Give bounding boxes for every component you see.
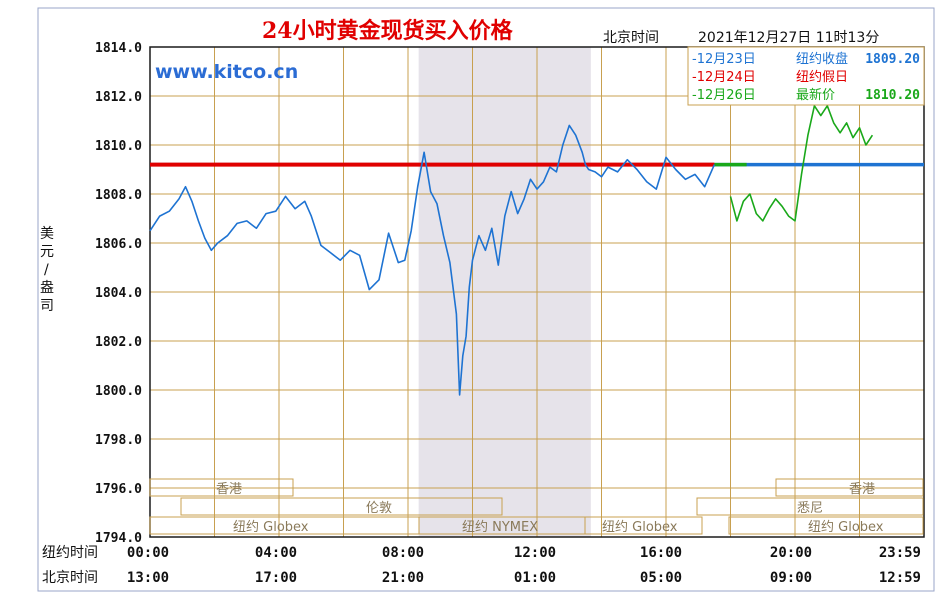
y-tick-label: 1802.0 <box>95 335 142 350</box>
session-box-hk-left <box>149 478 294 497</box>
x-axis-row2-label: 北京时间 <box>42 570 98 586</box>
legend-date: -12月26日 <box>692 88 756 103</box>
legend-value: 1809.20 <box>865 52 920 67</box>
legend: -12月23日 纽约收盘 1809.20 -12月24日 纽约假日 -12月26日 最新价 1… <box>692 51 920 103</box>
x-tick-ny: 23:59 <box>879 545 921 561</box>
session-label-ny-globex-left: 纽约 Globex <box>233 520 309 535</box>
y-axis-label-char: 司 <box>40 298 54 314</box>
y-tick-label: 1794.0 <box>95 531 142 546</box>
y-axis-label-char: 美 <box>40 226 54 242</box>
x-tick-ny: 00:00 <box>127 545 169 561</box>
session-box-london <box>180 497 503 516</box>
y-tick-label: 1808.0 <box>95 188 142 203</box>
session-label-hk-right: 香港 <box>849 482 875 497</box>
series-line <box>729 105 874 222</box>
legend-box <box>687 46 925 106</box>
x-axis-row1-label: 纽约时间 <box>42 545 98 561</box>
y-axis-label-char: / <box>44 262 49 278</box>
x-tick-bj: 13:00 <box>127 570 169 586</box>
chart-title: 24小时黄金现货买入价格 <box>262 18 514 44</box>
session-label-ny-globex-right: 纽约 Globex <box>808 520 884 535</box>
y-tick-label: 1796.0 <box>95 482 142 497</box>
session-label-ny-nymex: 纽约 NYMEX <box>462 520 538 535</box>
session-box-hk-right <box>775 478 924 497</box>
legend-date: -12月23日 <box>692 52 756 67</box>
legend-label: 最新价 <box>796 87 835 103</box>
session-label-sydney: 悉尼 <box>797 501 823 516</box>
x-tick-bj: 12:59 <box>879 570 921 586</box>
x-tick-bj: 21:00 <box>382 570 424 586</box>
series-line <box>149 124 716 396</box>
session-label-london: 伦敦 <box>366 500 392 516</box>
legend-value: 1810.20 <box>865 88 920 103</box>
x-tick-ny: 12:00 <box>514 545 556 561</box>
x-tick-labels: 00:00 04:00 08:00 12:00 16:00 20:00 23:59 13:00… <box>127 545 921 586</box>
y-axis-label-char: 盎 <box>40 280 54 296</box>
y-tick-label: 1810.0 <box>95 139 142 154</box>
session-labels: 香港 伦敦 纽约 Globex 纽约 NYMEX 纽约 Globex 香港 悉尼… <box>216 482 884 535</box>
watermark-url: www.kitco.cn <box>155 61 298 83</box>
x-tick-ny: 16:00 <box>640 545 682 561</box>
legend-date: -12月24日 <box>692 70 756 85</box>
session-label-hk-left: 香港 <box>216 482 242 497</box>
session-box-ny-globex-right <box>728 516 924 535</box>
session-box-ny-globex-mid <box>584 516 703 535</box>
beijing-time-label: 北京时间 <box>603 30 659 46</box>
x-tick-bj: 09:00 <box>770 570 812 586</box>
y-tick-label: 1804.0 <box>95 286 142 301</box>
session-boxes <box>149 478 924 535</box>
y-axis-label-char: 元 <box>40 244 54 260</box>
x-tick-bj: 17:00 <box>255 570 297 586</box>
y-tick-labels: 1814.0 1812.0 1810.0 1808.0 1806.0 1804.0 1802… <box>95 41 142 546</box>
x-tick-bj: 05:00 <box>640 570 682 586</box>
y-tick-label: 1798.0 <box>95 433 142 448</box>
x-tick-ny: 04:00 <box>255 545 297 561</box>
x-tick-ny: 08:00 <box>382 545 424 561</box>
datetime-stamp: 2021年12月27日 11时13分 <box>698 30 879 46</box>
legend-label: 纽约收盘 <box>796 51 848 67</box>
y-tick-label: 1806.0 <box>95 237 142 252</box>
y-axis-label: 美 元 / 盎 司 <box>40 226 54 314</box>
y-tick-label: 1812.0 <box>95 90 142 105</box>
x-tick-bj: 01:00 <box>514 570 556 586</box>
session-label-ny-globex-mid: 纽约 Globex <box>602 520 678 535</box>
y-tick-label: 1814.0 <box>95 41 142 56</box>
session-box-sydney <box>696 497 924 516</box>
legend-label: 纽约假日 <box>796 70 848 85</box>
plot-border <box>149 46 925 538</box>
x-tick-ny: 20:00 <box>770 545 812 561</box>
grid <box>150 47 924 537</box>
series-lines <box>149 105 874 396</box>
y-tick-label: 1800.0 <box>95 384 142 399</box>
